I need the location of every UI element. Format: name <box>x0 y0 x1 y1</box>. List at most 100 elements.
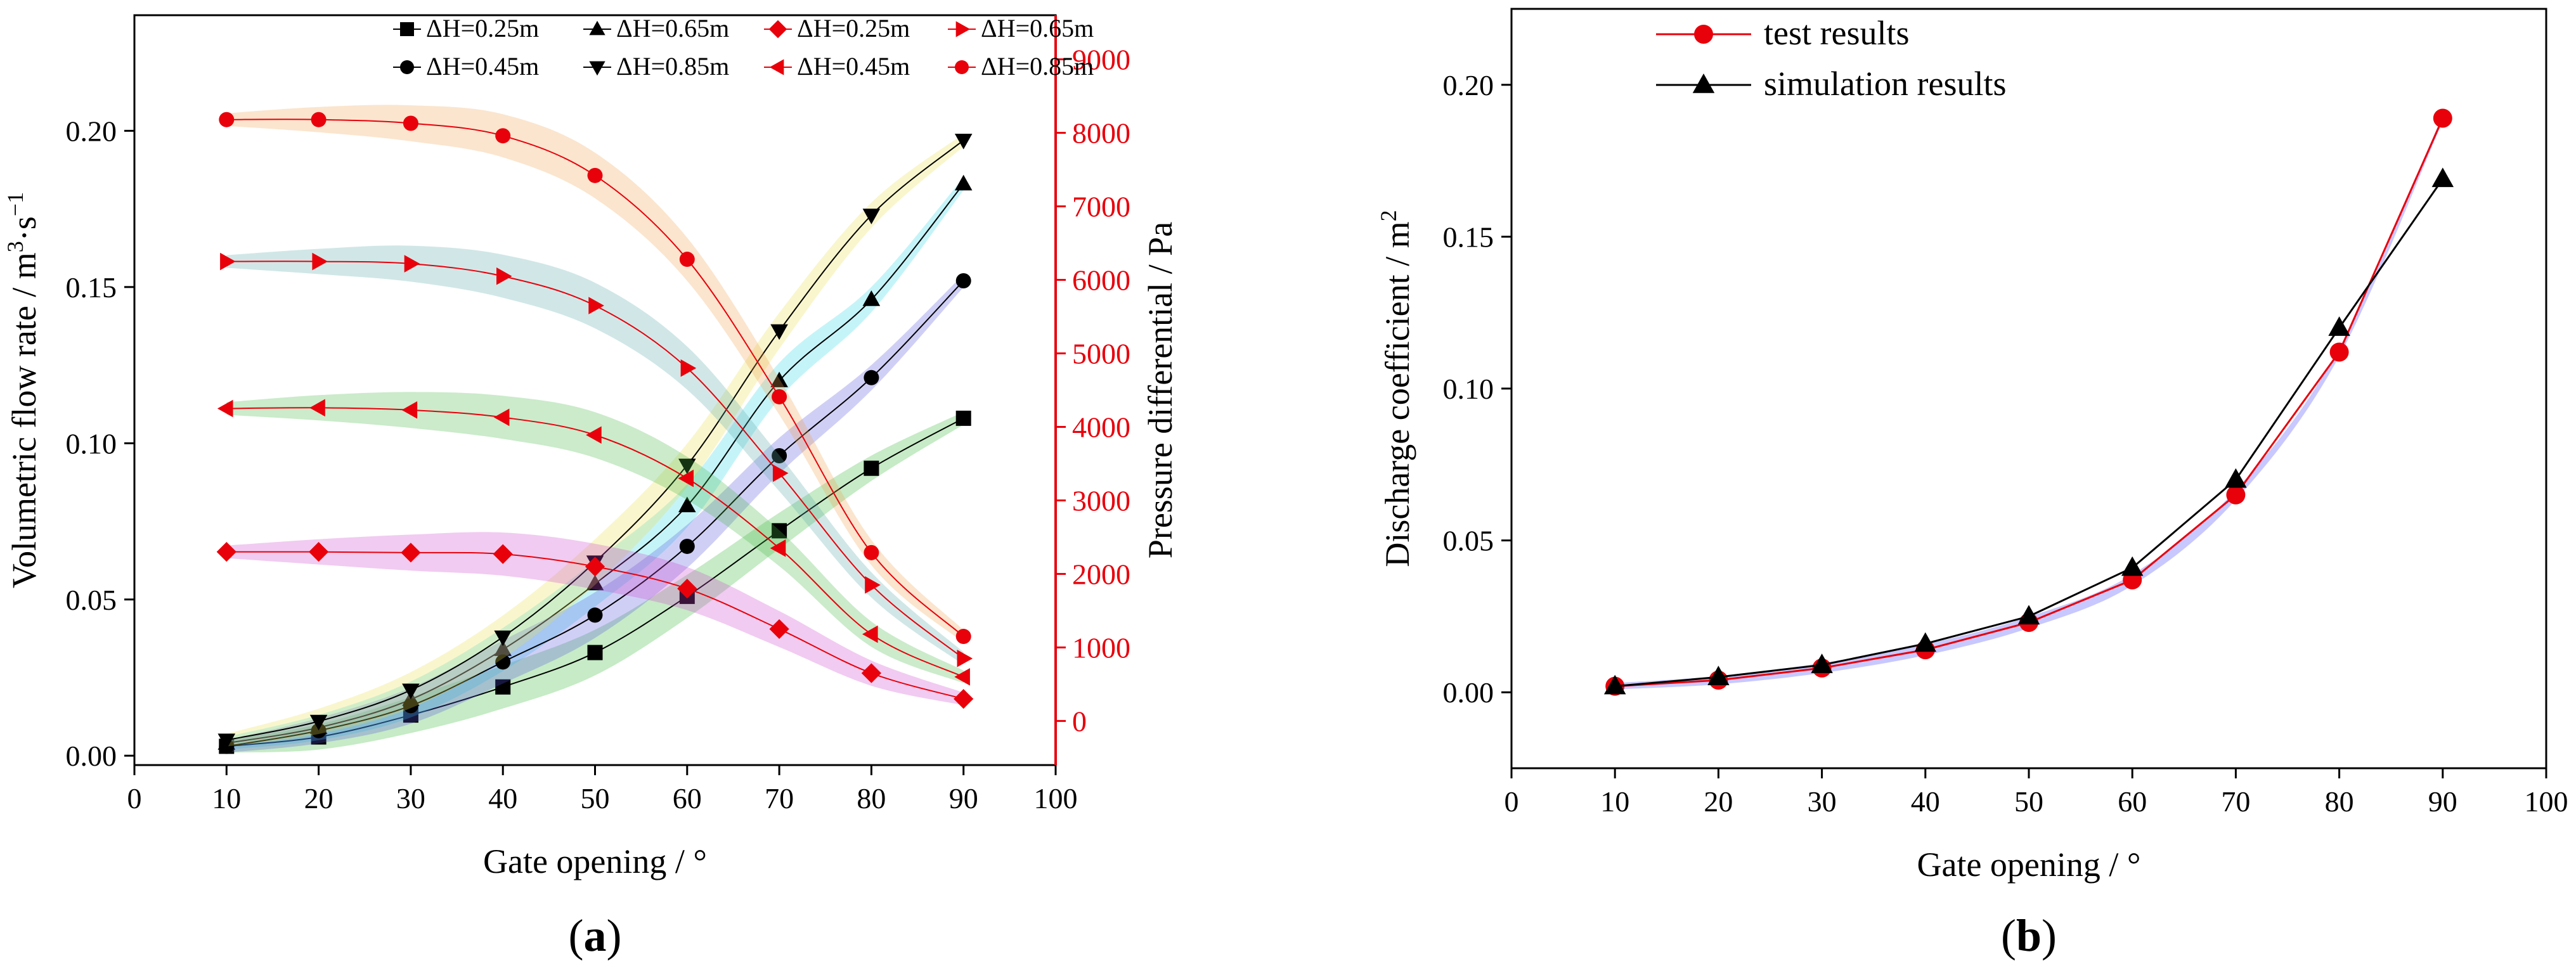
series-1-point-4 <box>2017 605 2040 625</box>
x-tick-label-1: 10 <box>1600 785 1629 818</box>
legend-item-7: ΔH=0.85m <box>948 52 1094 80</box>
series-4-point-3 <box>493 544 513 564</box>
panel-label-letter: a <box>584 910 607 961</box>
legend-label-4: ΔH=0.25m <box>797 14 910 42</box>
x-axis-title: Gate opening / ° <box>483 842 707 880</box>
legend-item-1: simulation results <box>1656 65 2006 103</box>
series-7-point-3 <box>495 128 511 144</box>
x-tick-label-5: 50 <box>2014 785 2043 818</box>
legend-label-5: ΔH=0.65m <box>981 14 1094 42</box>
series-1-point-1 <box>1707 666 1730 685</box>
series-3-point-6 <box>770 324 788 340</box>
x-tick-label-7: 70 <box>765 782 794 815</box>
series-4-point-2 <box>401 543 421 563</box>
legend-label-0: test results <box>1764 14 1909 52</box>
series-7-point-2 <box>403 115 418 131</box>
x-tick-label-9: 90 <box>2428 785 2457 818</box>
panel-label: (b) <box>2001 910 2057 961</box>
series-2-point-7 <box>864 370 879 385</box>
series-5-point-1 <box>312 252 328 271</box>
legend-item-0: ΔH=0.25m <box>393 14 539 42</box>
series-5-point-2 <box>404 255 420 273</box>
legend-item-1: ΔH=0.65m <box>583 14 729 42</box>
series-7-point-5 <box>679 252 695 267</box>
series-0-point-7 <box>2329 342 2349 362</box>
x-tick-label-9: 90 <box>949 782 978 815</box>
y2-axis-title: Pressure differential / Pa <box>1141 222 1179 558</box>
legend-item-6: ΔH=0.45m <box>764 52 910 80</box>
series-2-point-5 <box>679 538 695 554</box>
y2-tick-label-2: 2000 <box>1072 558 1130 590</box>
y2-tick-label-4: 4000 <box>1072 411 1130 443</box>
series-7-point-7 <box>864 544 879 560</box>
y2-tick-label-7: 7000 <box>1072 191 1130 223</box>
series-2-point-2 <box>403 698 418 714</box>
series-2-point-8 <box>955 273 971 288</box>
series-7-point-4 <box>587 167 603 183</box>
series-5-point-5 <box>680 359 697 377</box>
x-tick-label-1: 10 <box>212 782 241 815</box>
series-2-point-6 <box>772 448 787 464</box>
panel-label: (a) <box>569 910 622 961</box>
series-7-point-6 <box>772 389 787 404</box>
series-0-point-6 <box>772 523 787 539</box>
y-tick-label-0: 0.00 <box>1443 676 1494 709</box>
series-4-point-5 <box>677 579 697 599</box>
legend-label-7: ΔH=0.85m <box>981 52 1094 80</box>
series-7-point-8 <box>955 629 971 645</box>
series-1-point-3 <box>1914 632 1937 652</box>
series-3-point-7 <box>862 209 881 224</box>
legend-item-3: ΔH=0.85m <box>583 52 729 80</box>
legend-label-0: ΔH=0.25m <box>426 14 539 42</box>
series-1-point-5 <box>678 496 696 513</box>
series-1-point-8 <box>2431 167 2454 188</box>
y-tick-label-2: 0.10 <box>1443 373 1494 405</box>
x-tick-label-7: 70 <box>2221 785 2250 818</box>
series-2-point-4 <box>587 607 603 623</box>
series-6-point-6 <box>770 539 786 557</box>
series-6-point-7 <box>862 625 878 643</box>
series-0-point-6 <box>2226 485 2246 505</box>
series-4-point-0 <box>216 542 236 562</box>
y-tick-label-0: 0.00 <box>66 740 117 772</box>
series-7-line <box>226 119 964 637</box>
y-axis-title-part-0: Volumetric flow rate / m <box>5 252 43 588</box>
y-tick-label-3: 0.15 <box>66 271 117 304</box>
y-tick-label-1: 0.05 <box>66 584 117 616</box>
series-1-point-2 <box>1811 654 1833 673</box>
legend-swatch-marker-0 <box>1694 25 1713 44</box>
series-3-point-1 <box>309 714 328 731</box>
series-6-point-8 <box>954 668 970 686</box>
y-tick-label-3: 0.15 <box>1443 221 1494 253</box>
panel-label-close: ) <box>607 910 622 961</box>
series-5-point-6 <box>772 464 789 482</box>
series-1-point-7 <box>2328 316 2350 336</box>
series-3-point-0 <box>217 733 236 749</box>
y-tick-label-4: 0.20 <box>1443 69 1494 101</box>
series-2-line <box>226 280 964 747</box>
legend: test results simulation results <box>1656 14 2006 103</box>
series-0-point-3 <box>495 679 511 695</box>
y2-tick-label-3: 3000 <box>1072 484 1130 517</box>
legend-label-1: ΔH=0.65m <box>616 14 729 42</box>
series-6-point-2 <box>401 401 418 419</box>
panel-label-close: ) <box>2042 910 2057 961</box>
legend-item-5: ΔH=0.65m <box>948 14 1094 42</box>
legend-swatch-marker-6 <box>769 59 784 75</box>
series-1-point-3 <box>494 640 512 656</box>
series-7-point-1 <box>311 112 327 127</box>
series-1-point-0 <box>1603 674 1626 695</box>
series-4-point-8 <box>954 689 974 709</box>
x-tick-label-0: 0 <box>127 782 142 815</box>
legend-label-2: ΔH=0.45m <box>426 52 539 80</box>
panel-a-chart: 0 10 20 30 40 50 60 70 80 90 1000.000.050.100.150.… <box>3 14 1179 961</box>
panel-label-open: ( <box>569 910 584 961</box>
legend-swatch-marker-7 <box>955 60 969 74</box>
series-4-point-7 <box>861 663 881 683</box>
legend-item-2: ΔH=0.45m <box>393 52 539 80</box>
x-axis-title: Gate opening / ° <box>1917 846 2140 884</box>
legend-swatch-marker-0 <box>400 22 414 36</box>
series-3-point-2 <box>402 683 420 700</box>
x-tick-label-8: 80 <box>857 782 886 815</box>
